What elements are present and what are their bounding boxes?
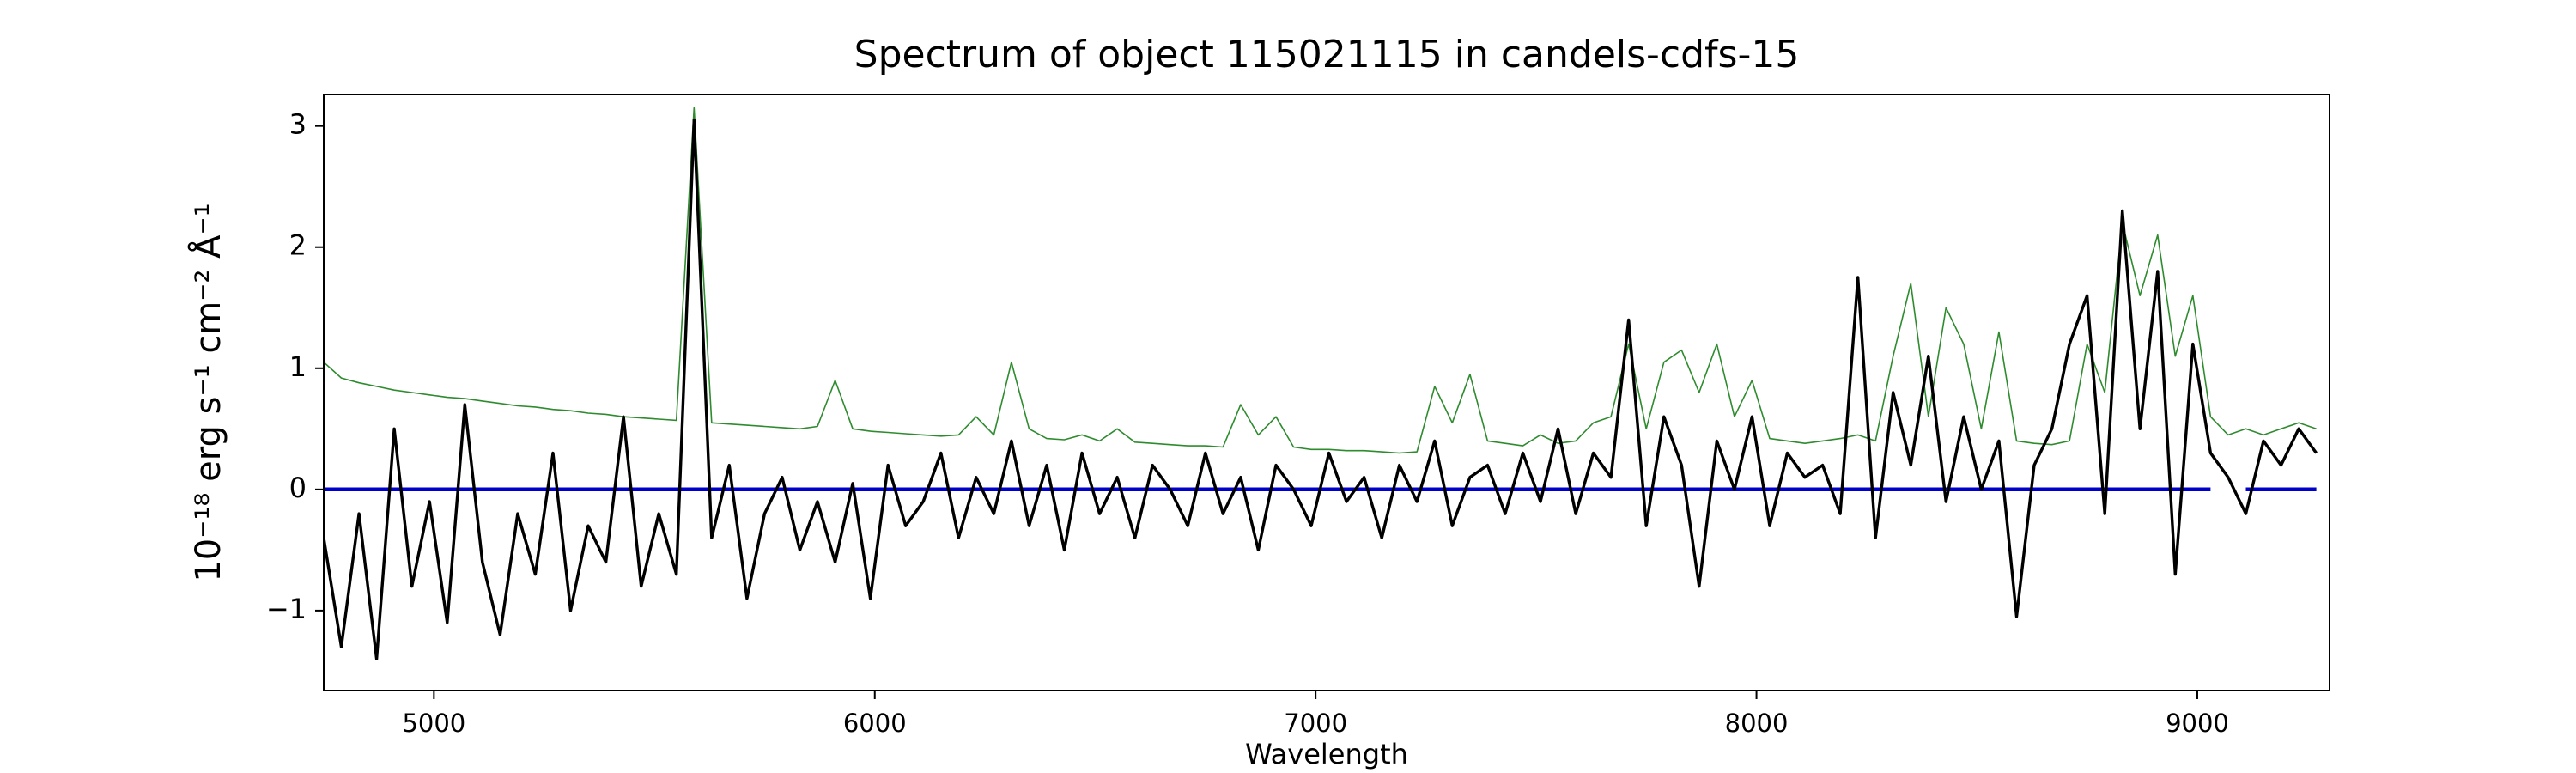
y-axis-label: 10⁻¹⁸ erg s⁻¹ cm⁻² Å⁻¹: [187, 203, 228, 581]
x-tick-label: 6000: [843, 709, 907, 738]
x-tick-label: 5000: [402, 709, 465, 738]
x-axis-label: Wavelength: [1245, 738, 1408, 770]
chart-title: Spectrum of object 115021115 in candels-…: [854, 33, 1800, 76]
spectrum-line: [324, 118, 2318, 660]
y-tick-label: −1: [266, 593, 307, 625]
y-tick-label: 2: [289, 229, 307, 262]
spectrum-line: [324, 107, 2317, 454]
x-tick-label: 8000: [1725, 709, 1789, 738]
y-tick-label: 0: [289, 472, 307, 504]
y-tick-label: 3: [289, 108, 307, 141]
y-tick-label: 1: [289, 350, 307, 383]
x-tick-label: 9000: [2166, 709, 2229, 738]
x-tick-label: 7000: [1284, 709, 1347, 738]
plot-frame: [323, 94, 2330, 691]
